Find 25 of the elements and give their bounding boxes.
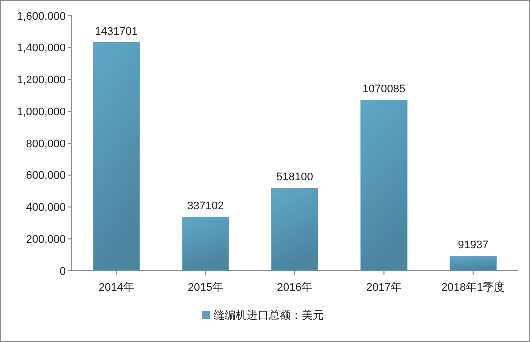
- data-label: 91937: [458, 239, 489, 252]
- data-label: 1431701: [95, 26, 138, 38]
- bar: [450, 256, 497, 272]
- y-tick-label: 400,000: [26, 202, 66, 214]
- x-tick-label: 2017年: [366, 282, 402, 294]
- y-tick-label: 1,200,000: [17, 74, 66, 87]
- bar: [93, 42, 140, 272]
- data-label: 337102: [187, 200, 224, 212]
- data-label: 518100: [276, 171, 314, 184]
- legend-label: 缝编机进口总额：美元: [214, 308, 324, 322]
- bar: [360, 100, 408, 272]
- y-tick-label: 1,000,000: [17, 106, 66, 118]
- x-tick-label: 2016年: [277, 282, 313, 294]
- y-tick-label: 0: [60, 266, 66, 278]
- y-tick-label: 200,000: [26, 234, 66, 246]
- y-tick-label: 800,000: [26, 138, 66, 150]
- y-tick-label: 1,400,000: [17, 42, 66, 55]
- x-tick-label: 2015年: [188, 282, 224, 294]
- x-tick-label: 2018年1季度: [442, 281, 506, 294]
- bar: [272, 188, 318, 272]
- bar: [182, 216, 230, 272]
- data-label: 1070085: [362, 83, 406, 96]
- x-tick-label: 2014年: [98, 282, 134, 294]
- y-tick-label: 1,600,000: [17, 10, 66, 23]
- y-tick-label: 600,000: [26, 170, 66, 182]
